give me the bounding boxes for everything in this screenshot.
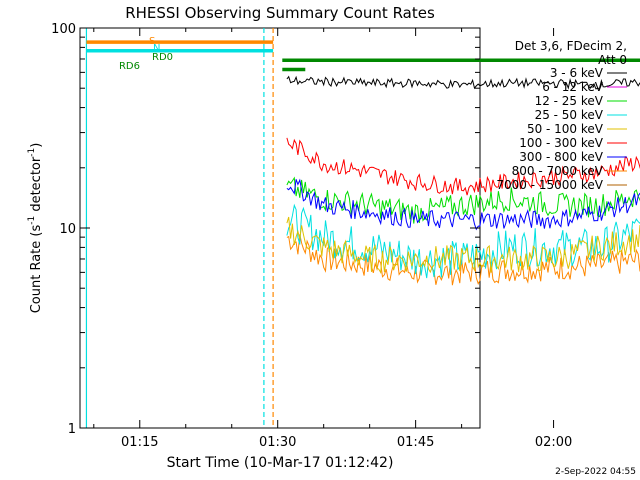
y-tick-label-1: 10 — [59, 222, 76, 237]
plot-area — [79, 27, 481, 429]
legend-label-8: 7000 - 15000 keV — [496, 178, 603, 192]
series-line-300-800kev — [286, 178, 640, 231]
series-line-3-6kev — [286, 75, 640, 90]
x-axis-label: Start Time (10-Mar-17 01:12:42) — [167, 455, 394, 471]
legend-label-6: 300 - 800 keV — [519, 150, 603, 164]
series-line-25-50kev — [286, 203, 640, 279]
series-line-50-100kev — [286, 216, 640, 275]
data-series — [286, 75, 640, 286]
x-tick-label-3: 02:00 — [535, 435, 572, 450]
legend-header-line-2: Att 0 — [598, 53, 627, 67]
series-line-12-25kev — [286, 176, 640, 224]
flag-label-rd6: RD6 — [119, 61, 140, 72]
legend-label-0: 3 - 6 keV — [550, 66, 604, 80]
x-tick-label-0: 01:15 — [121, 435, 158, 450]
series-line-800-7000kev — [286, 234, 640, 286]
flag-label-s: S — [149, 36, 155, 47]
legend-label-3: 25 - 50 keV — [535, 108, 604, 122]
series-line-100-300kev — [286, 137, 640, 196]
footer-timestamp: 2-Sep-2022 04:55 — [555, 467, 636, 477]
legend-label-4: 50 - 100 keV — [527, 122, 604, 136]
legend-label-2: 12 - 25 keV — [535, 94, 604, 108]
y-tick-label-0: 1 — [68, 422, 76, 437]
y-tick-label-2: 100 — [51, 22, 76, 37]
chart-title: RHESSI Observing Summary Count Rates — [125, 4, 435, 22]
x-tick-label-2: 01:45 — [397, 435, 434, 450]
x-tick-label-1: 01:30 — [259, 435, 296, 450]
y-axis: 1 10 100 — [51, 22, 480, 437]
legend-header-line-1: Det 3,6, FDecim 2, — [515, 39, 627, 53]
flag-label-rd0: RD0 — [152, 52, 173, 63]
legend-label-5: 100 - 300 keV — [519, 136, 603, 150]
y-axis-label: Count Rate (s-1 detector-1) — [27, 143, 44, 314]
legend-label-1: 6 - 12 keV — [542, 80, 604, 94]
flag-label-n: N — [153, 43, 160, 54]
legend-label-7: 800 - 7000 keV — [512, 164, 604, 178]
